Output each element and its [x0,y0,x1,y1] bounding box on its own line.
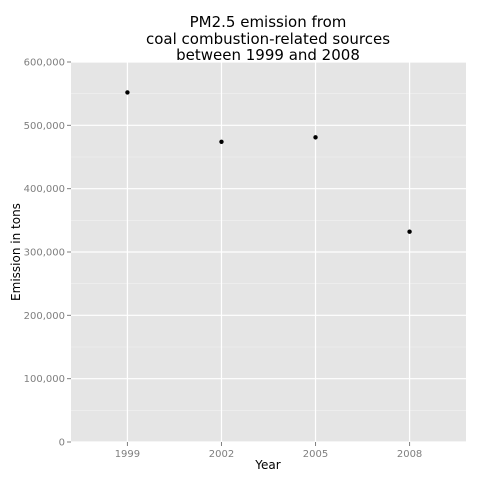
y-tick-label: 600,000 [24,58,65,69]
x-tick-label: 2008 [397,449,422,460]
data-point [313,135,318,140]
y-tick-label: 0 [59,438,65,449]
y-axis-title: Emission in tons [9,203,23,301]
data-point [125,90,130,95]
x-tick-label: 1999 [115,449,140,460]
x-axis-title: Year [254,458,280,472]
y-tick-label: 200,000 [24,311,65,322]
chart-title-line-2: coal combustion-related sources [146,30,390,48]
data-point [407,229,412,234]
y-tick-label: 100,000 [24,374,65,385]
x-tick-label: 2005 [303,449,328,460]
x-tick-label: 2002 [209,449,234,460]
y-tick-label: 400,000 [24,184,65,195]
y-tick-label: 300,000 [24,248,65,259]
y-tick-label: 500,000 [24,121,65,132]
chart-title-line-1: PM2.5 emission from [190,13,347,31]
chart-title-line-3: between 1999 and 2008 [176,46,360,64]
data-point [219,139,224,144]
